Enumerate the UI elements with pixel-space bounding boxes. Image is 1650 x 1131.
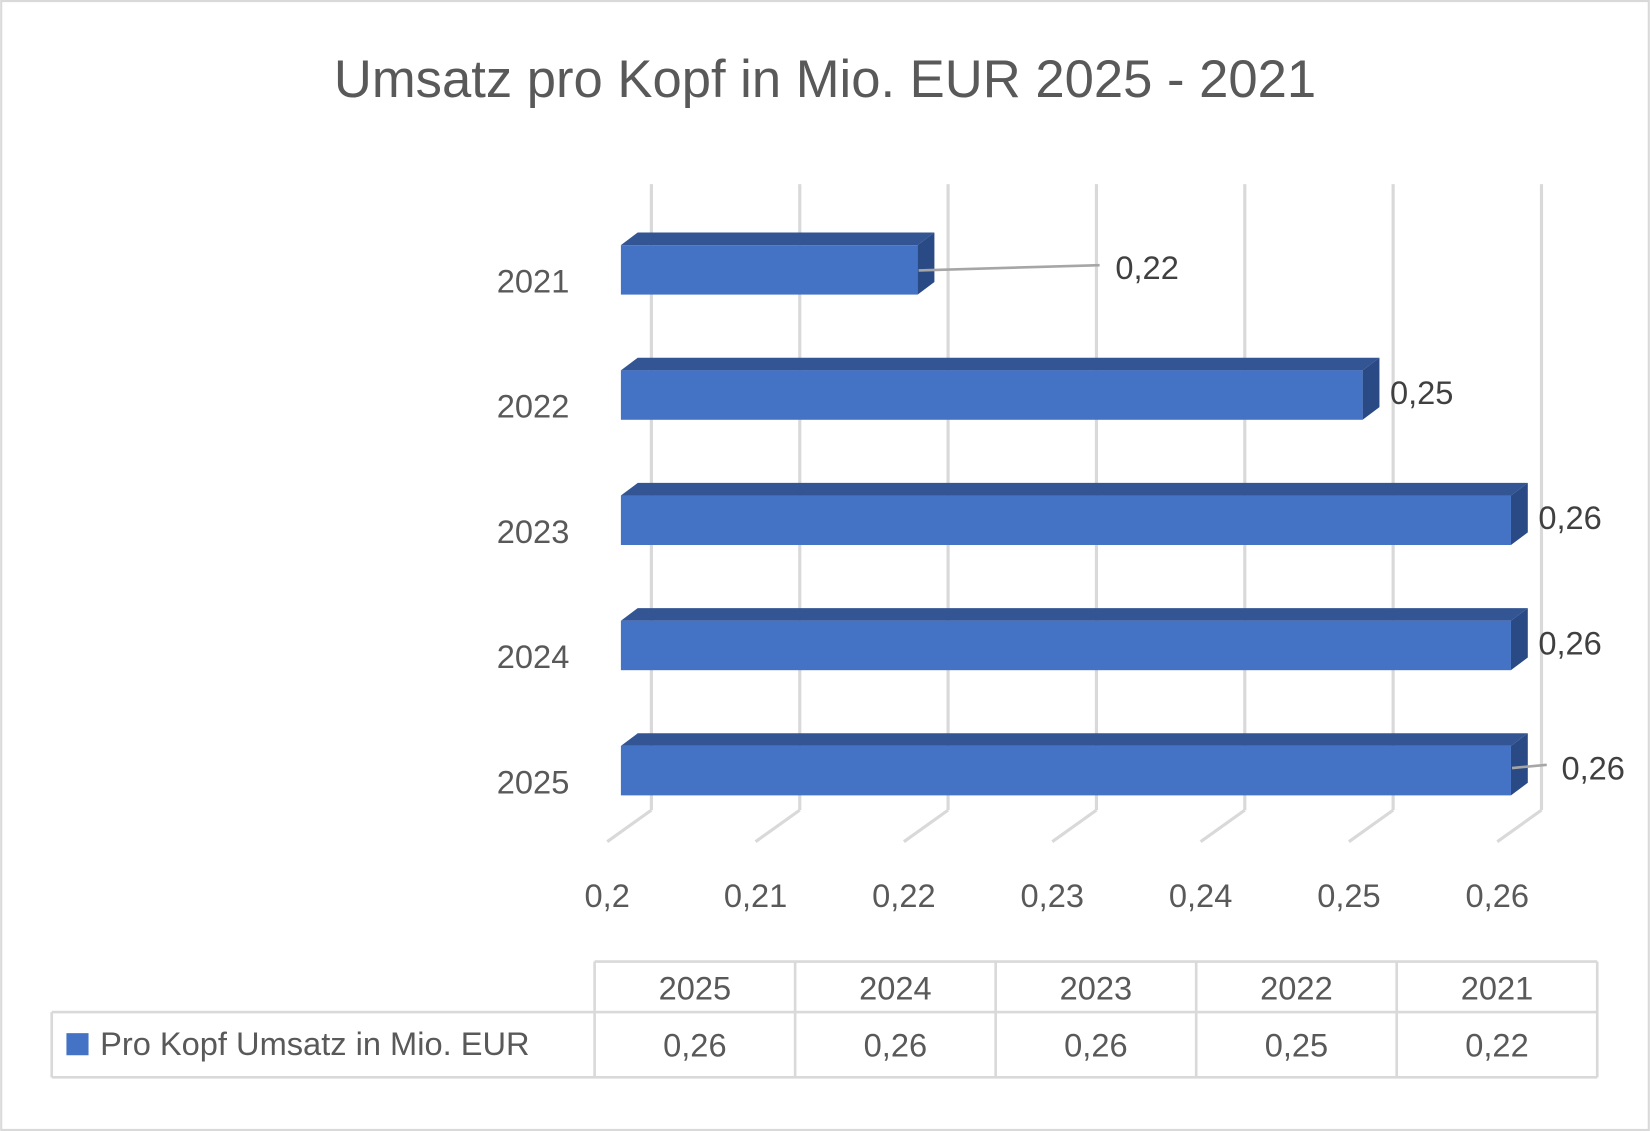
bars <box>620 232 1528 796</box>
table-cell: 0,22 <box>1465 1026 1528 1063</box>
x-tick-label: 0,2 <box>585 877 630 914</box>
floor-gridline <box>1051 808 1098 843</box>
bar-top-face <box>620 733 1528 746</box>
bar-2023 <box>620 495 1511 545</box>
table-cell: 0,26 <box>663 1026 726 1063</box>
data-label: 0,26 <box>1538 499 1601 536</box>
data-table: 2025 0,26 2024 0,26 2023 0,26 2022 0,25 2021 0,22… <box>50 960 1599 1079</box>
x-tick-label: 0,25 <box>1317 877 1380 914</box>
floor-gridline <box>1199 808 1246 843</box>
table-header: 2022 <box>1260 969 1333 1006</box>
x-tick-label: 0,26 <box>1466 877 1529 914</box>
bar-side-face <box>1510 733 1528 796</box>
bar-top-face <box>620 482 1528 496</box>
category-label: 2025 <box>497 763 570 800</box>
table-cell: 0,26 <box>1064 1026 1127 1063</box>
category-label: 2021 <box>497 262 570 299</box>
x-tick-label: 0,24 <box>1169 877 1232 914</box>
bar-side-face <box>917 232 935 295</box>
leader-line <box>1511 763 1547 770</box>
legend-key <box>66 1033 89 1056</box>
bar-top-face <box>620 232 935 246</box>
category-label: 2024 <box>497 638 570 675</box>
bar-side-face <box>1362 357 1380 420</box>
table-header: 2024 <box>859 969 932 1006</box>
data-label: 0,26 <box>1561 750 1624 787</box>
category-label: 2023 <box>497 513 570 550</box>
bar-2022 <box>620 370 1363 420</box>
data-labels: 0,22 0,25 0,26 0,26 0,26 <box>918 249 1625 787</box>
table-header: 2025 <box>659 969 732 1006</box>
x-axis-tick-labels: 0,2 0,21 0,22 0,23 0,24 0,25 0,26 <box>585 877 1529 914</box>
category-label: 2022 <box>497 388 570 425</box>
x-tick-label: 0,21 <box>724 877 787 914</box>
table-header: 2021 <box>1461 969 1534 1006</box>
table-header: 2023 <box>1060 969 1133 1006</box>
chart-title: Umsatz pro Kopf in Mio. EUR 2025 - 2021 <box>334 50 1316 109</box>
data-label: 0,26 <box>1538 624 1601 661</box>
data-label: 0,25 <box>1390 374 1453 411</box>
bar-top-face <box>620 608 1528 621</box>
table-cell: 0,25 <box>1265 1026 1328 1063</box>
x-tick-label: 0,22 <box>872 877 935 914</box>
table-cell: 0,26 <box>864 1026 927 1063</box>
bar-2021 <box>620 245 918 295</box>
bar-2024 <box>620 620 1511 671</box>
bar-2025 <box>620 745 1511 796</box>
legend-label: Pro Kopf Umsatz in Mio. EUR <box>100 1025 529 1062</box>
category-labels: 2021 2022 2023 2024 2025 <box>497 262 570 800</box>
bar-side-face <box>1510 608 1528 671</box>
x-tick-label: 0,23 <box>1021 877 1084 914</box>
leader-line <box>918 263 1100 272</box>
floor-gridline <box>902 808 950 843</box>
floor-gridline <box>754 808 801 843</box>
floor-gridline <box>1348 808 1395 843</box>
data-label: 0,22 <box>1115 249 1178 286</box>
bar-top-face <box>620 357 1380 371</box>
floor-gridline <box>1496 808 1543 843</box>
bar-side-face <box>1510 482 1528 545</box>
floor-gridline <box>606 808 653 843</box>
